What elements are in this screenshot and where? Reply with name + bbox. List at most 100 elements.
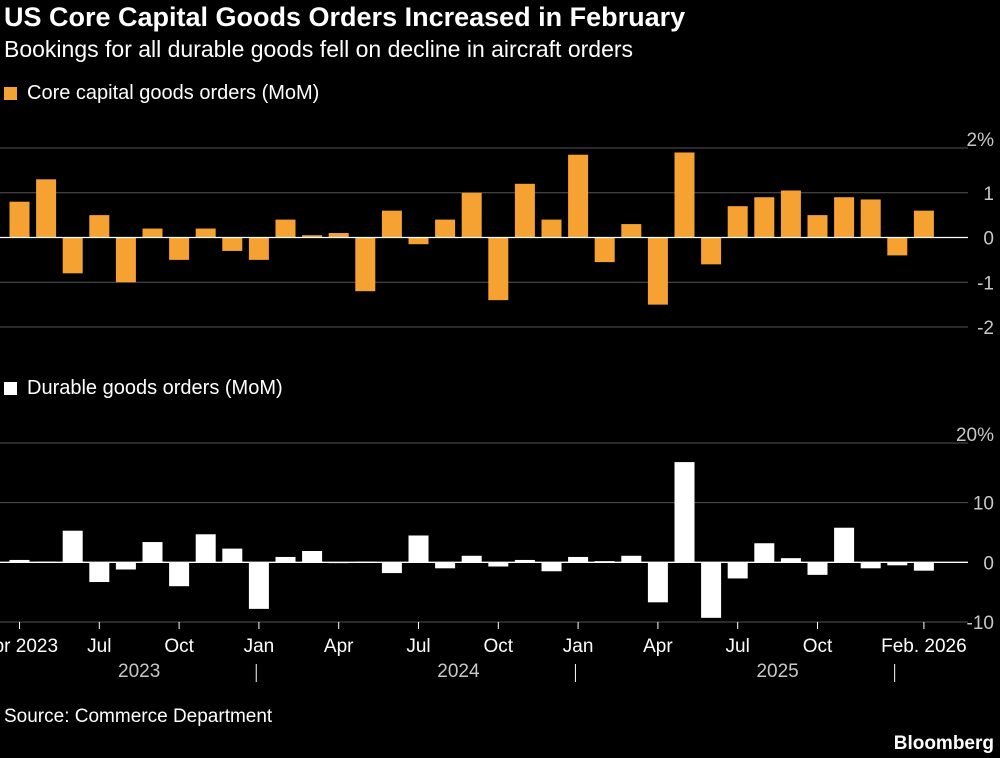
durable-bar <box>461 555 482 563</box>
x-month-label: Jan <box>563 636 594 657</box>
durable-bar <box>701 562 722 618</box>
core-bar <box>913 210 934 238</box>
core-bar <box>461 192 482 238</box>
durable-bar <box>169 562 190 587</box>
core-bar <box>36 179 57 238</box>
durable-bar <box>647 562 668 603</box>
durable-y-tick-label: -10 <box>967 613 994 634</box>
core-bar <box>62 237 83 274</box>
core-bar <box>275 219 296 238</box>
durable-bar <box>913 562 934 571</box>
x-month-label: Jan <box>244 636 275 657</box>
durable-bar <box>887 562 908 566</box>
source-note: Source: Commerce Department <box>4 706 273 727</box>
durable-bar <box>780 558 801 563</box>
legend-label-durable: Durable goods orders (MoM) <box>27 377 283 399</box>
durable-bar <box>621 555 642 563</box>
core-bar <box>647 237 668 305</box>
x-month-label: Apr <box>643 636 673 657</box>
durable-bar <box>302 550 323 563</box>
x-month-label: Jul <box>87 636 111 657</box>
legend-core-capital: Core capital goods orders (MoM) <box>4 82 319 105</box>
chart-title: US Core Capital Goods Orders Increased i… <box>4 2 686 32</box>
legend-swatch-core <box>4 87 17 100</box>
core-bar <box>248 237 269 260</box>
core-bar <box>674 152 695 238</box>
core-bar <box>302 235 323 238</box>
core-bar <box>514 183 535 238</box>
core-bar <box>727 206 748 238</box>
core-bar <box>568 154 589 238</box>
core-bar <box>887 237 908 256</box>
core-y-tick-label: -1 <box>977 273 994 294</box>
core-bar <box>381 210 402 238</box>
core-bar <box>328 233 349 238</box>
core-capital-panel: 2% 1 0 -1 -2 <box>0 130 994 339</box>
durable-bar <box>807 562 828 575</box>
durable-bar <box>727 562 748 579</box>
durable-bar <box>248 562 269 609</box>
durable-bar <box>62 530 83 563</box>
core-bar <box>195 228 216 238</box>
x-month-label: Feb. 2026 <box>881 636 967 657</box>
durable-bar <box>435 562 456 569</box>
x-month-label: Jul <box>406 636 430 657</box>
durable-bar <box>488 562 509 567</box>
durable-bar <box>275 556 296 563</box>
core-bar <box>408 237 429 245</box>
x-year-label: 2025 <box>756 661 798 682</box>
core-bar <box>9 201 30 238</box>
durable-bar <box>860 562 881 569</box>
bloomberg-logo: Bloomberg <box>893 733 994 754</box>
durable-bar <box>834 527 855 563</box>
x-month-label: Apr <box>324 636 354 657</box>
core-bar <box>89 215 110 238</box>
durable-bar <box>195 534 216 563</box>
x-year-label: 2023 <box>118 661 160 682</box>
x-axis: Apr 2023 Jul Oct Jan Apr Jul Oct Jan Apr Jul Oct Fe… <box>0 622 967 682</box>
durable-bar <box>115 562 136 570</box>
legend-label-core: Core capital goods orders (MoM) <box>27 82 320 104</box>
core-bar <box>621 224 642 238</box>
durable-bar <box>142 542 163 563</box>
x-month-label: Oct <box>803 636 833 657</box>
core-bar <box>541 219 562 238</box>
x-year-label: 2024 <box>437 661 480 682</box>
core-bar <box>834 197 855 238</box>
durable-y-tick-label: 0 <box>983 553 994 574</box>
core-y-tick-label: -2 <box>977 318 994 339</box>
core-bar <box>780 190 801 238</box>
x-month-label: Apr 2023 <box>0 636 58 657</box>
core-y-tick-label: 0 <box>983 229 994 250</box>
x-month-label: Oct <box>164 636 194 657</box>
core-y-tick-label: 2% <box>967 130 995 151</box>
durable-y-tick-label: 20% <box>956 425 994 446</box>
chart-subtitle: Bookings for all durable goods fell on d… <box>4 36 634 62</box>
core-bar <box>115 237 136 283</box>
core-bar <box>807 215 828 238</box>
durable-bar <box>408 535 429 563</box>
core-bar <box>594 237 615 263</box>
durable-bar <box>674 462 695 563</box>
core-bar <box>488 237 509 301</box>
durable-goods-panel: 20% 10 0 -10 <box>0 425 994 634</box>
durable-bar <box>89 562 110 583</box>
durable-bar <box>568 556 589 563</box>
core-bar <box>435 219 456 238</box>
durable-bar <box>222 548 243 563</box>
core-bar <box>169 237 190 260</box>
core-bar <box>355 237 376 292</box>
durable-bar <box>514 559 535 563</box>
durable-bar <box>541 562 562 572</box>
core-bar <box>754 197 775 238</box>
x-month-label: Jul <box>726 636 750 657</box>
durable-bar <box>381 562 402 574</box>
durable-y-tick-label: 10 <box>973 494 994 515</box>
durable-bar <box>754 543 775 563</box>
legend-durable-goods: Durable goods orders (MoM) <box>4 377 283 400</box>
core-bar <box>701 237 722 265</box>
core-bar <box>142 228 163 238</box>
core-bar <box>860 199 881 238</box>
core-y-tick-label: 1 <box>983 184 994 205</box>
